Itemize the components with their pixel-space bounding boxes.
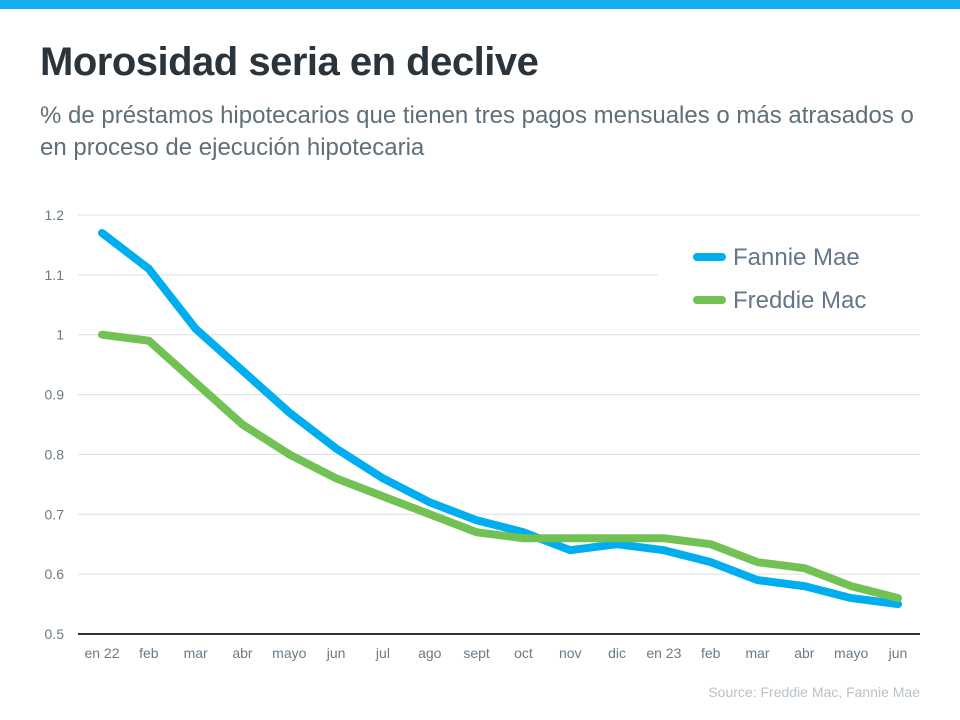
chart-title: Morosidad seria en declive: [40, 40, 539, 84]
x-axis-ticks: en 22 feb mar abr mayo jun jul ago sept oct nov dic…: [84, 645, 907, 661]
x-tick-label: jul: [375, 645, 390, 661]
x-tick-label: feb: [701, 645, 721, 661]
x-tick-label: abr: [794, 645, 815, 661]
y-axis-ticks: 0.5 0.6 0.7 0.8 0.9 1 1.1 1.2: [45, 207, 65, 642]
x-tick-label: sept: [463, 645, 490, 661]
top-accent-bar: [0, 0, 960, 9]
x-tick-label: abr: [232, 645, 253, 661]
chart-subtitle: % de préstamos hipotecarios que tienen t…: [40, 102, 914, 161]
y-tick-label: 0.7: [45, 506, 65, 522]
y-tick-label: 1.1: [45, 267, 65, 283]
x-tick-label: feb: [139, 645, 159, 661]
series-lines: [98, 228, 902, 609]
x-tick-label: en 23: [646, 645, 681, 661]
x-tick-label: mayo: [834, 645, 868, 661]
x-tick-label: mar: [745, 645, 769, 661]
series-line-fannie-mae: [98, 228, 902, 609]
y-tick-label: 1: [56, 327, 64, 343]
x-tick-label: oct: [514, 645, 533, 661]
legend-label-freddie-mac: Freddie Mac: [733, 287, 866, 314]
y-tick-label: 0.9: [45, 387, 65, 403]
legend: Fannie Mae Freddie Mac: [658, 236, 920, 326]
x-tick-label: nov: [559, 645, 582, 661]
x-tick-label: jun: [888, 645, 908, 661]
x-tick-label: mar: [184, 645, 208, 661]
gridlines: [78, 214, 920, 575]
x-tick-label: en 22: [84, 645, 119, 661]
legend-label-fannie-mae: Fannie Mae: [733, 244, 860, 271]
y-tick-label: 0.5: [45, 626, 65, 642]
y-tick-label: 0.6: [45, 566, 65, 582]
x-tick-label: jun: [326, 645, 346, 661]
x-tick-label: mayo: [272, 645, 306, 661]
y-tick-label: 1.2: [45, 207, 65, 223]
x-tick-label: dic: [608, 645, 626, 661]
series-line-freddie-mac: [98, 330, 902, 603]
source-note: Source: Freddie Mac, Fannie Mae: [708, 684, 920, 700]
x-tick-label: ago: [418, 645, 442, 661]
legend-background: [658, 236, 920, 326]
y-tick-label: 0.8: [45, 446, 65, 462]
